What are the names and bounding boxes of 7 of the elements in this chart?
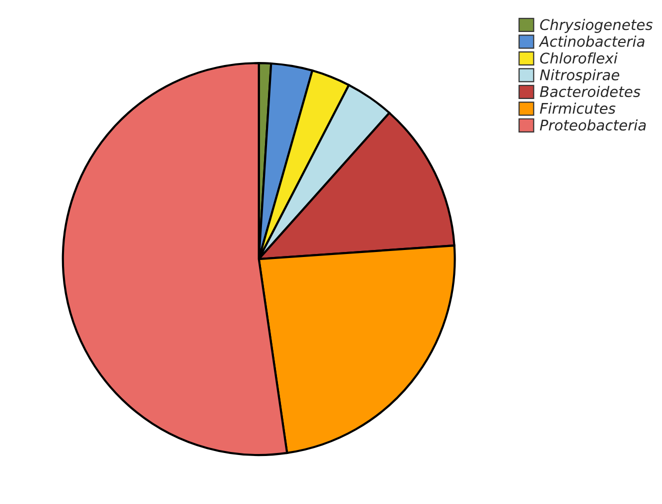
legend-label: Chrysiogenetes xyxy=(540,18,653,33)
legend-label: Proteobacteria xyxy=(540,119,646,131)
legend-label: Chloroflexi xyxy=(540,52,618,64)
legend-label: Actinobacteria xyxy=(538,36,644,47)
legend-label: Nitrospirae xyxy=(540,69,620,84)
legend-label: Bacteroidetes xyxy=(540,86,640,98)
legend-label: Firmicutes xyxy=(540,102,616,114)
